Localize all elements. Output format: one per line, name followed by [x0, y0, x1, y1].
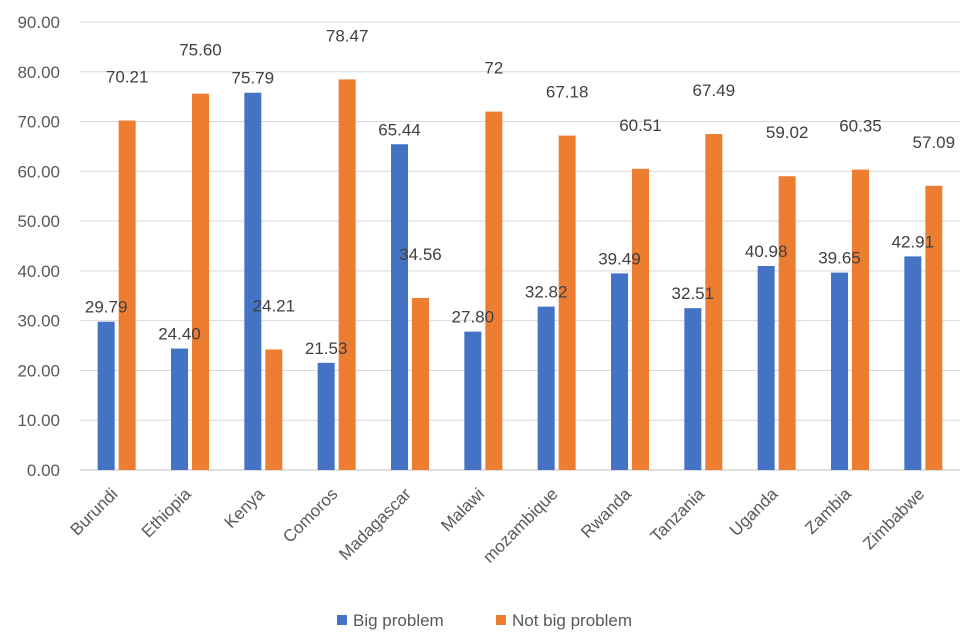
bar-big-problem: [171, 348, 188, 470]
bar-big-problem: [831, 272, 848, 470]
y-tick-label: 30.00: [17, 312, 60, 331]
data-label: 67.49: [693, 81, 736, 100]
category-label: Madagascar: [335, 484, 415, 564]
bar-not-big-problem: [485, 111, 503, 470]
bar-not-big-problem: [338, 79, 356, 471]
data-label: 75.79: [232, 69, 275, 88]
data-label: 32.82: [525, 283, 568, 302]
data-label: 60.51: [619, 116, 662, 135]
data-label: 39.49: [598, 249, 641, 268]
data-label: 24.40: [158, 325, 201, 344]
data-label: 59.02: [766, 123, 809, 142]
category-label: mozambique: [479, 484, 561, 566]
bar-big-problem: [391, 144, 408, 471]
legend-label: Not big problem: [512, 611, 632, 630]
legend: Big problem Not big problem: [337, 611, 632, 630]
bar-big-problem: [611, 273, 628, 470]
category-label: Malawi: [437, 484, 488, 535]
data-label: 78.47: [326, 26, 369, 45]
bar-not-big-problem: [558, 135, 576, 470]
category-label: Rwanda: [577, 484, 635, 542]
y-tick-label: 80.00: [17, 63, 60, 82]
y-tick-label: 70.00: [17, 113, 60, 132]
data-label: 65.44: [378, 120, 421, 139]
data-label: 40.98: [745, 242, 788, 261]
bar-big-problem: [537, 306, 555, 470]
data-label: 34.56: [399, 245, 442, 264]
bar-not-big-problem: [852, 169, 869, 470]
data-label: 24.21: [253, 296, 296, 315]
data-label: 70.21: [106, 68, 149, 87]
data-label: 67.18: [546, 83, 589, 102]
data-label: 39.65: [818, 249, 861, 268]
bar-not-big-problem: [778, 176, 796, 471]
y-tick-label: 60.00: [17, 162, 60, 181]
y-tick-label: 20.00: [17, 361, 60, 380]
category-label: Tanzania: [647, 484, 709, 546]
category-label: Ethiopia: [138, 484, 195, 541]
bar-not-big-problem: [265, 349, 283, 470]
legend-swatch: [496, 615, 506, 625]
category-label: Burundi: [67, 484, 122, 539]
legend-label: Big problem: [353, 611, 444, 630]
bar-not-big-problem: [192, 93, 209, 471]
y-tick-label: 10.00: [17, 411, 60, 430]
bar-big-problem: [317, 362, 335, 470]
legend-swatch: [337, 615, 347, 625]
bar-not-big-problem: [705, 134, 723, 470]
bar-big-problem: [684, 308, 702, 470]
bars: [97, 79, 943, 471]
data-label: 57.09: [913, 133, 956, 152]
bar-big-problem: [464, 331, 482, 470]
y-tick-label: 0.00: [27, 461, 60, 480]
bar-big-problem: [244, 92, 262, 470]
data-label: 29.79: [85, 298, 128, 317]
bar-big-problem: [757, 266, 775, 470]
data-label: 42.91: [892, 232, 935, 251]
bar-not-big-problem: [118, 120, 136, 470]
bar-not-big-problem: [632, 168, 649, 470]
bar-big-problem: [97, 321, 115, 470]
category-label: Uganda: [726, 484, 782, 540]
bar-not-big-problem: [925, 185, 943, 470]
category-label: Kenya: [221, 484, 269, 532]
category-label: Zambia: [801, 484, 855, 538]
category-label: Comoros: [279, 484, 341, 546]
bar-big-problem: [904, 256, 922, 470]
bar-not-big-problem: [412, 297, 429, 470]
data-labels: 29.79 70.21 24.40 75.60 75.79 24.21 21.53 78.47…: [85, 26, 955, 357]
category-label: Zimbabwe: [859, 484, 928, 553]
data-label: 21.53: [305, 339, 348, 358]
y-tick-label: 40.00: [17, 262, 60, 281]
data-label: 27.80: [452, 308, 495, 327]
y-axis-ticks: 0.00 10.00 20.00 30.00 40.00 50.00 60.00 70.00 8…: [17, 13, 60, 480]
data-label: 75.60: [179, 41, 222, 60]
data-label: 60.35: [839, 117, 882, 136]
data-label: 32.51: [672, 284, 715, 303]
gridlines: [80, 21, 960, 471]
y-tick-label: 50.00: [17, 212, 60, 231]
y-tick-label: 90.00: [17, 13, 60, 32]
data-label: 72: [484, 59, 503, 78]
